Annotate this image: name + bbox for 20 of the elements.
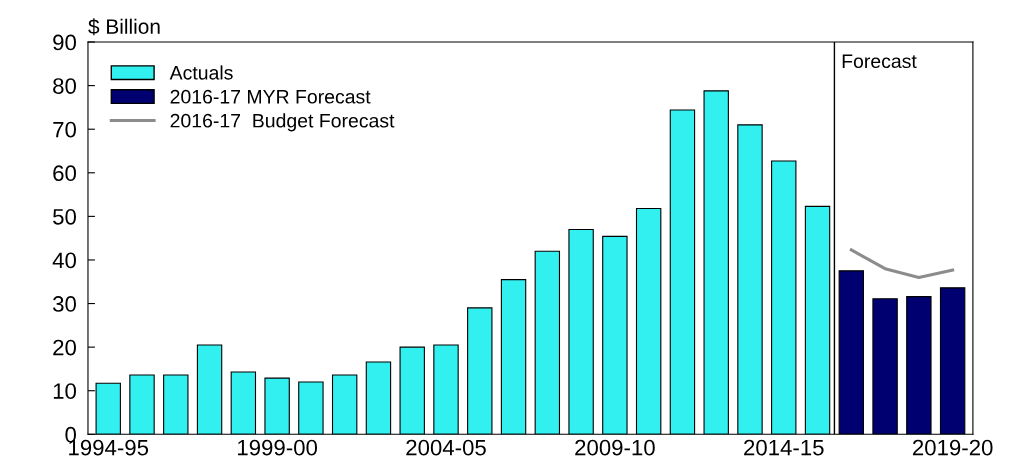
y-tick-label: 90	[53, 34, 76, 51]
y-tick-label: 10	[53, 383, 76, 399]
y-tick-label: 50	[53, 208, 76, 225]
y-tick-label: 80	[53, 78, 76, 94]
x-tick-label: 2014-15	[744, 439, 824, 456]
legend-label: Actuals	[169, 65, 233, 80]
annotation: Forecast	[842, 54, 917, 69]
legend-label: 2016-17 MYR Forecast	[170, 89, 371, 104]
y-tick-label: 70	[53, 121, 76, 138]
y-tick-label: 40	[52, 252, 76, 269]
y-axis-title: $ Billion	[88, 18, 160, 36]
x-tick-label: 2019-20	[912, 439, 993, 456]
y-tick-label: 30	[53, 296, 76, 312]
legend-label: 2016-17 Budget Forecast	[170, 113, 395, 132]
line-series	[849, 248, 955, 279]
x-tick-label: 1999-00	[238, 439, 318, 456]
x-tick-label: 2004-05	[406, 439, 486, 456]
y-tick-label: 20	[53, 339, 76, 356]
y-tick-label: 60	[53, 165, 76, 182]
x-tick-label: 2009-10	[575, 439, 655, 456]
